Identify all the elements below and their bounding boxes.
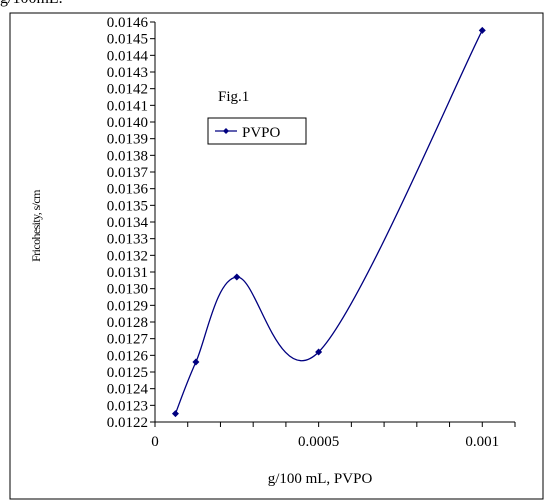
axes: [150, 21, 516, 427]
y-tick-label: 0.0125: [107, 365, 148, 381]
legend-marker-swatch: [223, 128, 229, 134]
chart-area-border: [9, 12, 544, 500]
y-tick-label: 0.0143: [107, 65, 148, 81]
x-tick-label: 0: [151, 434, 159, 450]
y-tick-label: 0.0139: [107, 132, 148, 148]
y-tick-label: 0.0131: [107, 265, 148, 281]
y-tick-label: 0.0144: [107, 48, 149, 64]
y-tick-label: 0.0135: [107, 198, 148, 214]
y-tick-label: 0.0130: [107, 282, 148, 298]
y-tick-label: 0.0124: [107, 382, 149, 398]
data-point-marker: [192, 358, 200, 366]
y-tick-labels: 0.01220.01230.01240.01250.01260.01270.01…: [107, 15, 149, 431]
y-tick-label: 0.0129: [107, 298, 148, 314]
data-point-marker: [233, 273, 241, 281]
y-tick-label: 0.0123: [107, 398, 148, 414]
y-tick-label: 0.0142: [107, 82, 148, 98]
x-tick-labels: 0 0.0005 0.001: [151, 434, 499, 450]
y-tick-label: 0.0140: [107, 115, 148, 131]
y-tick-label: 0.0137: [107, 165, 149, 181]
legend: PVPO: [207, 117, 307, 145]
y-tick-label: 0.0128: [107, 315, 148, 331]
y-tick-label: 0.0134: [107, 215, 149, 231]
y-tick-label: 0.0136: [107, 182, 149, 198]
data-point-marker: [171, 410, 179, 418]
y-tick-label: 0.0126: [107, 348, 149, 364]
y-tick-label: 0.0146: [107, 15, 149, 31]
y-tick-label: 0.0127: [107, 332, 149, 348]
y-tick-label: 0.0122: [107, 415, 148, 431]
y-tick-label: 0.0133: [107, 232, 148, 248]
legend-series-label: PVPO: [242, 125, 281, 141]
x-tick-label: 0.0005: [298, 434, 339, 450]
y-tick-label: 0.0132: [107, 248, 148, 264]
y-tick-label: 0.0138: [107, 148, 148, 164]
chart-title: Fig.1: [218, 89, 249, 105]
y-tick-label: 0.0141: [107, 98, 148, 114]
x-tick-label: 0.001: [465, 434, 499, 450]
x-axis-title: g/100 mL, PVPO: [268, 471, 373, 487]
y-axis-title: Fricohesity, s/cm: [29, 189, 43, 262]
y-tick-label: 0.0145: [107, 32, 148, 48]
series-layer: [171, 26, 486, 418]
data-point-marker: [478, 26, 486, 34]
data-point-marker: [315, 348, 323, 356]
